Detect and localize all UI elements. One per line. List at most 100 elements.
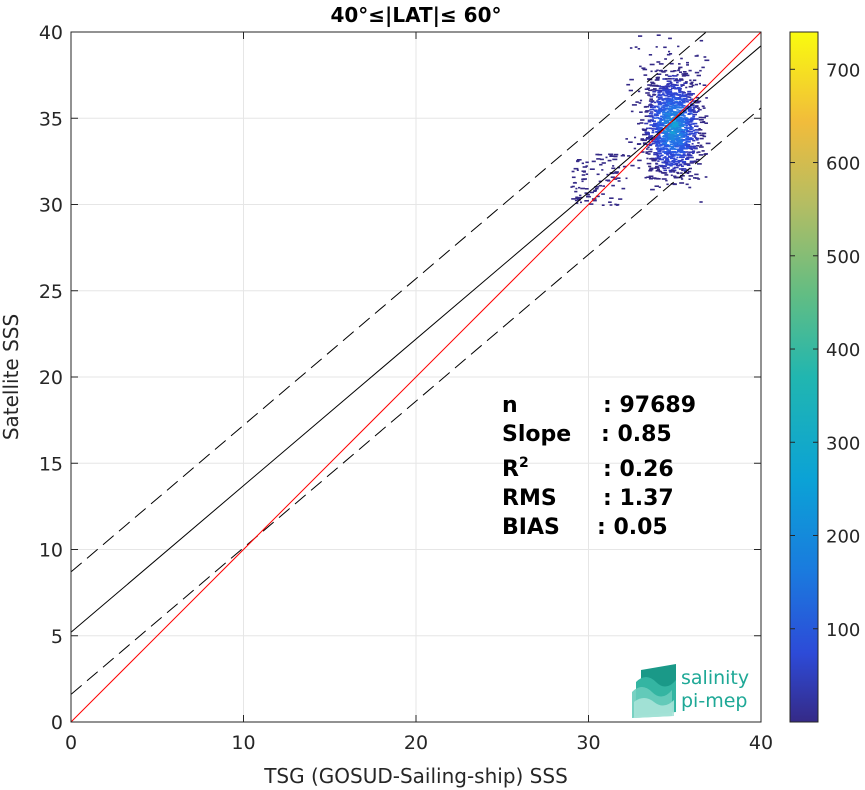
density-cell (666, 160, 670, 163)
density-cell (662, 146, 665, 149)
density-cell (664, 85, 668, 87)
density-cell (657, 138, 660, 140)
y-tick-label: 10 (39, 540, 63, 562)
density-cell (699, 144, 703, 147)
density-cell (667, 123, 673, 125)
density-cell (673, 157, 676, 159)
y-tick-label: 5 (51, 626, 63, 648)
density-cell (687, 139, 691, 141)
density-cell (649, 158, 652, 160)
density-cell (655, 162, 658, 165)
stat-n-value: : 97689 (603, 393, 696, 418)
density-cell (656, 168, 660, 171)
density-cell (672, 93, 675, 95)
density-cell (646, 137, 651, 139)
density-cell (660, 154, 663, 157)
density-cell (684, 124, 687, 126)
density-cell (672, 77, 675, 80)
density-cell (655, 114, 659, 117)
density-cell (649, 103, 652, 105)
density-cell (687, 106, 692, 108)
density-cell (640, 119, 645, 121)
density-cell (695, 158, 700, 161)
density-cell (672, 116, 676, 119)
density-cell (648, 89, 653, 92)
density-cell (686, 141, 691, 143)
density-cell (667, 75, 672, 78)
density-cell (656, 101, 662, 103)
density-cell (670, 85, 676, 88)
density-cell (673, 112, 678, 115)
density-cell (685, 119, 689, 122)
density-cell (701, 105, 705, 108)
density-cell (655, 78, 660, 80)
density-cell (657, 158, 661, 160)
density-cell (681, 144, 685, 147)
density-cell (680, 151, 686, 153)
density-cell (694, 131, 699, 134)
density-cell (670, 95, 675, 97)
density-cell (678, 134, 684, 136)
density-cell (650, 188, 655, 191)
density-cell (680, 146, 684, 148)
density-cell (701, 66, 705, 69)
density-cell (686, 105, 690, 108)
density-cell (681, 100, 686, 102)
density-cell (585, 188, 589, 190)
density-cell (701, 132, 707, 135)
density-cell (663, 135, 667, 138)
density-cell (685, 143, 689, 145)
density-cell (671, 96, 674, 98)
density-cell (653, 101, 657, 104)
density-cell (692, 151, 695, 153)
density-cell (666, 110, 670, 113)
density-cell (645, 152, 649, 154)
density-cell (636, 143, 641, 145)
density-cell (660, 69, 663, 72)
density-cell (694, 101, 698, 104)
density-cell (639, 65, 642, 68)
density-cell (652, 94, 656, 96)
density-cell (654, 157, 659, 160)
density-cell (664, 58, 667, 60)
density-cell (650, 127, 654, 130)
density-cell (675, 139, 680, 142)
density-cell (656, 96, 659, 98)
density-cell (691, 84, 695, 87)
density-cell (661, 140, 666, 142)
density-cell (671, 112, 675, 115)
axis-ticks: 0 10 20 30 40 0 5 10 15 20 25 30 35 40 (39, 22, 773, 754)
density-cell (697, 110, 700, 113)
density-cell (669, 110, 673, 112)
density-cell (677, 138, 681, 140)
density-cell (678, 176, 683, 179)
density-cell (681, 169, 684, 172)
stat-rms-label: RMS (502, 486, 557, 511)
density-cell (656, 116, 660, 119)
density-cell (673, 75, 678, 77)
density-cell (656, 34, 661, 36)
density-cell (689, 111, 693, 113)
density-cell (697, 178, 701, 180)
density-cell (678, 98, 683, 100)
density-cell (678, 153, 681, 156)
density-cell (653, 124, 658, 126)
density-cell (677, 142, 680, 145)
density-cell (680, 113, 685, 115)
density-cell (672, 167, 676, 170)
density-cell (642, 129, 645, 131)
density-cell (644, 122, 649, 125)
density-cell (655, 46, 658, 48)
density-cell (664, 87, 669, 90)
density-cell (597, 153, 603, 156)
density-cell (652, 159, 657, 161)
density-cell (581, 162, 584, 165)
density-cell (601, 162, 606, 164)
density-cell (670, 70, 675, 73)
density-cell (678, 63, 681, 65)
density-cell (664, 98, 670, 101)
density-cell (641, 151, 645, 153)
colorbar-tick-label: 600 (826, 154, 860, 175)
density-cell (676, 160, 681, 163)
